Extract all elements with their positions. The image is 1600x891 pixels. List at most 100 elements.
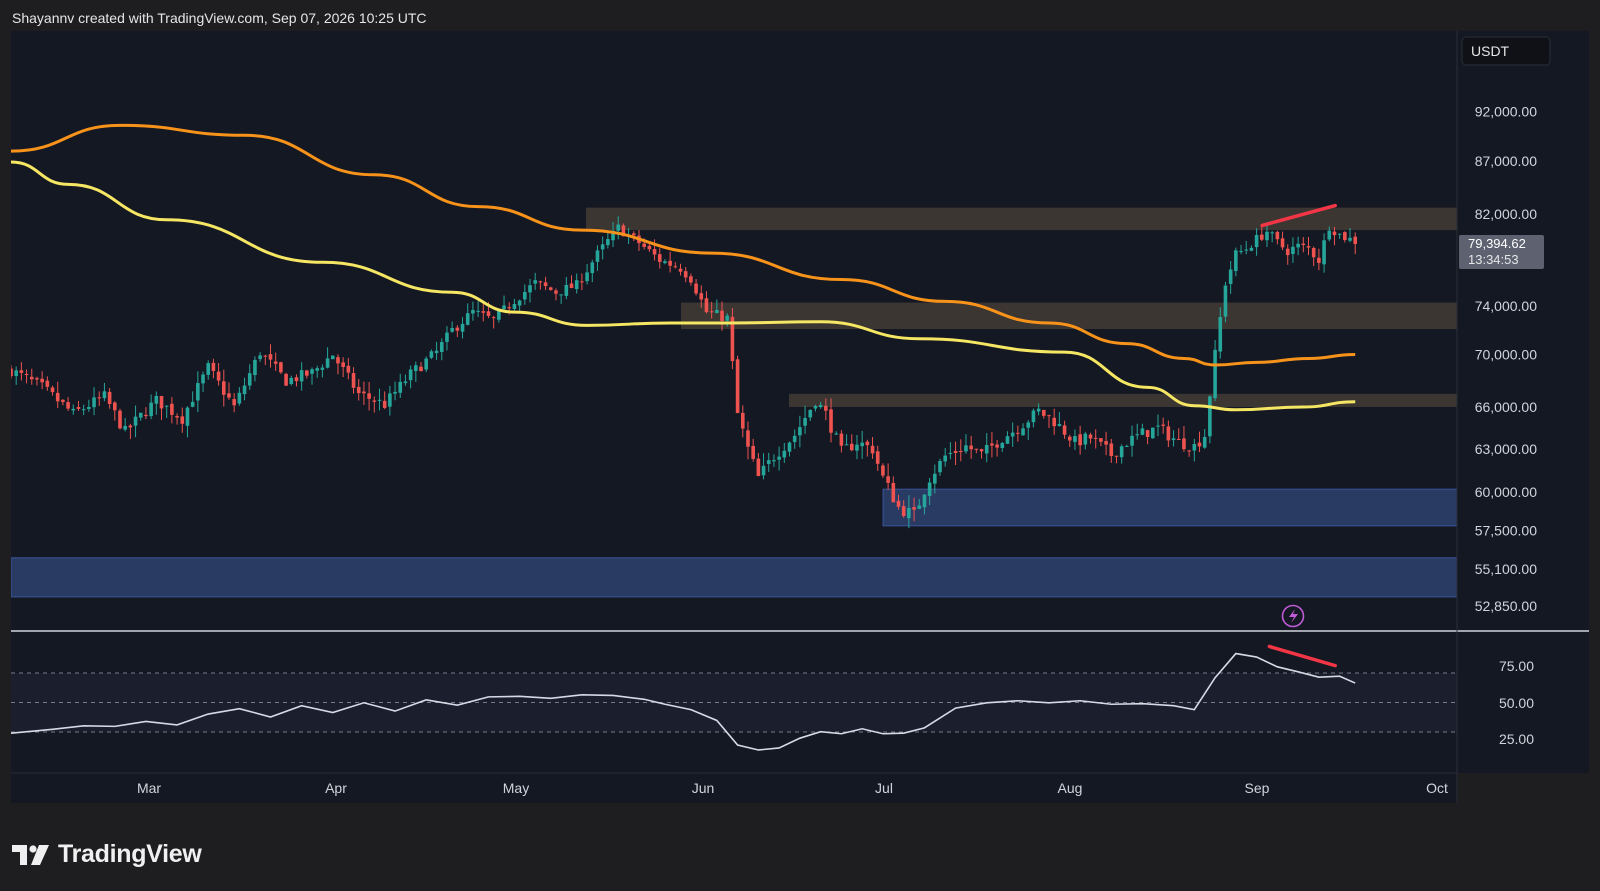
candle-body[interactable] <box>621 225 626 237</box>
candle-body[interactable] <box>144 414 148 417</box>
candle-body[interactable] <box>1202 437 1207 448</box>
candle-body[interactable] <box>1348 237 1352 241</box>
candle-body[interactable] <box>455 327 460 331</box>
candle-body[interactable] <box>917 505 922 509</box>
candle-body[interactable] <box>699 293 704 300</box>
candle-body[interactable] <box>1042 409 1046 416</box>
candle-body[interactable] <box>1343 232 1347 240</box>
candle-body[interactable] <box>580 281 584 283</box>
candle-body[interactable] <box>730 316 735 362</box>
currency-badge[interactable]: USDT <box>1461 36 1551 66</box>
candle-body[interactable] <box>1010 432 1015 437</box>
candle-body[interactable] <box>1327 230 1332 240</box>
candle-body[interactable] <box>1270 232 1274 234</box>
candle-body[interactable] <box>875 451 880 464</box>
candle-body[interactable] <box>336 357 340 364</box>
candle-body[interactable] <box>128 425 133 428</box>
candle-body[interactable] <box>227 393 231 398</box>
candle-body[interactable] <box>1197 442 1202 447</box>
candle-body[interactable] <box>123 425 127 430</box>
candle-body[interactable] <box>808 409 813 418</box>
candle-body[interactable] <box>491 317 496 319</box>
candle-body[interactable] <box>886 476 890 483</box>
candle-body[interactable] <box>818 405 823 408</box>
candle-body[interactable] <box>19 370 24 373</box>
candle-body[interactable] <box>159 395 164 409</box>
candle-body[interactable] <box>1259 234 1264 240</box>
candle-body[interactable] <box>590 262 595 274</box>
candle-body[interactable] <box>50 387 55 393</box>
candle-body[interactable] <box>564 284 569 296</box>
candle-body[interactable] <box>289 377 294 384</box>
candle-body[interactable] <box>766 460 771 464</box>
candle-body[interactable] <box>523 291 527 300</box>
candle-body[interactable] <box>154 395 159 404</box>
candle-body[interactable] <box>460 323 465 332</box>
candle-body[interactable] <box>190 401 195 407</box>
candle-body[interactable] <box>995 444 999 448</box>
candle-body[interactable] <box>429 351 434 358</box>
candle-body[interactable] <box>606 239 610 246</box>
candle-body[interactable] <box>486 311 491 316</box>
candle-body[interactable] <box>66 402 70 409</box>
candle-body[interactable] <box>258 355 262 360</box>
candle-body[interactable] <box>1223 285 1228 317</box>
candle-body[interactable] <box>990 443 994 446</box>
candle-body[interactable] <box>554 290 558 294</box>
candle-body[interactable] <box>1213 349 1217 399</box>
candle-body[interactable] <box>792 435 797 442</box>
candle-body[interactable] <box>632 233 636 236</box>
candle-body[interactable] <box>325 358 330 368</box>
candle-body[interactable] <box>76 407 81 409</box>
candle-body[interactable] <box>481 311 486 313</box>
candle-body[interactable] <box>979 449 984 452</box>
candle-body[interactable] <box>1187 450 1191 452</box>
candle-body[interactable] <box>502 305 506 310</box>
candle-body[interactable] <box>1151 427 1155 439</box>
candle-body[interactable] <box>1192 444 1197 451</box>
candle-body[interactable] <box>704 298 709 313</box>
candle-body[interactable] <box>1218 317 1223 352</box>
candle-body[interactable] <box>445 332 449 342</box>
candle-body[interactable] <box>803 417 807 426</box>
candle-body[interactable] <box>683 271 688 278</box>
candle-body[interactable] <box>242 385 247 395</box>
candle-body[interactable] <box>107 391 112 405</box>
candle-body[interactable] <box>315 368 320 371</box>
candle-body[interactable] <box>507 307 512 309</box>
rsi-line[interactable] <box>10 652 1356 751</box>
candle-body[interactable] <box>247 373 252 386</box>
candle-body[interactable] <box>1078 434 1082 446</box>
candle-body[interactable] <box>1000 442 1005 448</box>
candle-body[interactable] <box>1135 434 1140 436</box>
candle-body[interactable] <box>450 328 454 332</box>
candle-body[interactable] <box>1031 410 1036 423</box>
candle-body[interactable] <box>860 442 864 447</box>
candle-body[interactable] <box>341 362 345 367</box>
candle-body[interactable] <box>118 410 122 429</box>
candle-body[interactable] <box>948 453 953 455</box>
candle-body[interactable] <box>263 355 268 357</box>
candle-body[interactable] <box>543 282 548 287</box>
ma-orange-line[interactable] <box>10 123 1356 367</box>
candle-body[interactable] <box>953 450 958 453</box>
candle-body[interactable] <box>211 362 216 371</box>
candle-body[interactable] <box>330 355 335 360</box>
candle-body[interactable] <box>97 397 102 399</box>
candle-body[interactable] <box>377 399 382 401</box>
candle-body[interactable] <box>1322 240 1326 265</box>
candle-body[interactable] <box>761 465 766 476</box>
candle-body[interactable] <box>476 310 480 312</box>
candle-body[interactable] <box>1140 428 1145 435</box>
candle-body[interactable] <box>1249 247 1254 251</box>
candle-body[interactable] <box>865 441 870 446</box>
candle-body[interactable] <box>279 362 283 373</box>
candle-body[interactable] <box>746 430 750 447</box>
candle-body[interactable] <box>1109 443 1114 457</box>
candle-body[interactable] <box>1353 236 1358 244</box>
candle-body[interactable] <box>694 283 698 294</box>
candle-body[interactable] <box>1083 433 1088 445</box>
candle-body[interactable] <box>40 378 44 383</box>
candle-body[interactable] <box>1171 438 1176 441</box>
candle-body[interactable] <box>896 500 901 507</box>
